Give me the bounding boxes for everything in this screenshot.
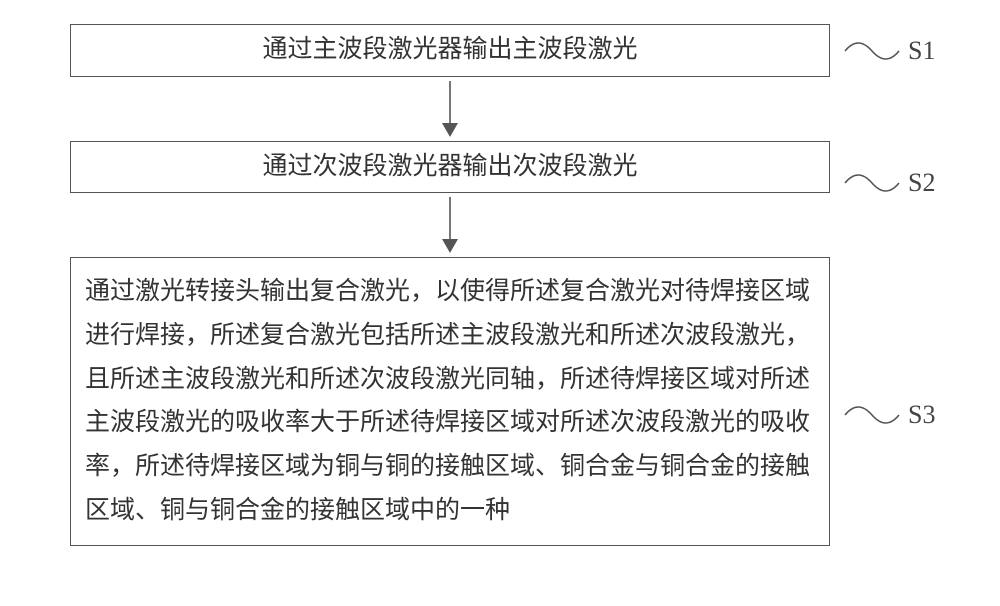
wave-connector-icon bbox=[844, 402, 900, 428]
arrow-1-wrap bbox=[70, 77, 830, 141]
step-3-text: 通过激光转接头输出复合激光，以使得所述复合激光对待焊接区域进行焊接，所述复合激光… bbox=[85, 278, 810, 524]
step-1-label-group: S1 bbox=[844, 36, 935, 66]
step-2-label: S2 bbox=[908, 168, 935, 198]
wave-connector-icon bbox=[844, 170, 900, 196]
step-2-box: 通过次波段激光器输出次波段激光 bbox=[70, 141, 830, 194]
flowchart-container: 通过主波段激光器输出主波段激光 通过次波段激光器输出次波段激光 通过激光转接头输… bbox=[70, 24, 830, 546]
step-2-label-group: S2 bbox=[844, 168, 935, 198]
step-3-label: S3 bbox=[908, 400, 935, 430]
arrow-down-icon bbox=[440, 197, 460, 253]
step-1-box: 通过主波段激光器输出主波段激光 bbox=[70, 24, 830, 77]
wave-connector-icon bbox=[844, 38, 900, 64]
step-3-label-group: S3 bbox=[844, 400, 935, 430]
arrow-2-wrap bbox=[70, 193, 830, 257]
step-1-text: 通过主波段激光器输出主波段激光 bbox=[262, 36, 637, 63]
step-1-label: S1 bbox=[908, 36, 935, 66]
arrow-down-icon bbox=[440, 81, 460, 137]
step-2-text: 通过次波段激光器输出次波段激光 bbox=[262, 153, 637, 180]
step-3-box: 通过激光转接头输出复合激光，以使得所述复合激光对待焊接区域进行焊接，所述复合激光… bbox=[70, 257, 830, 546]
